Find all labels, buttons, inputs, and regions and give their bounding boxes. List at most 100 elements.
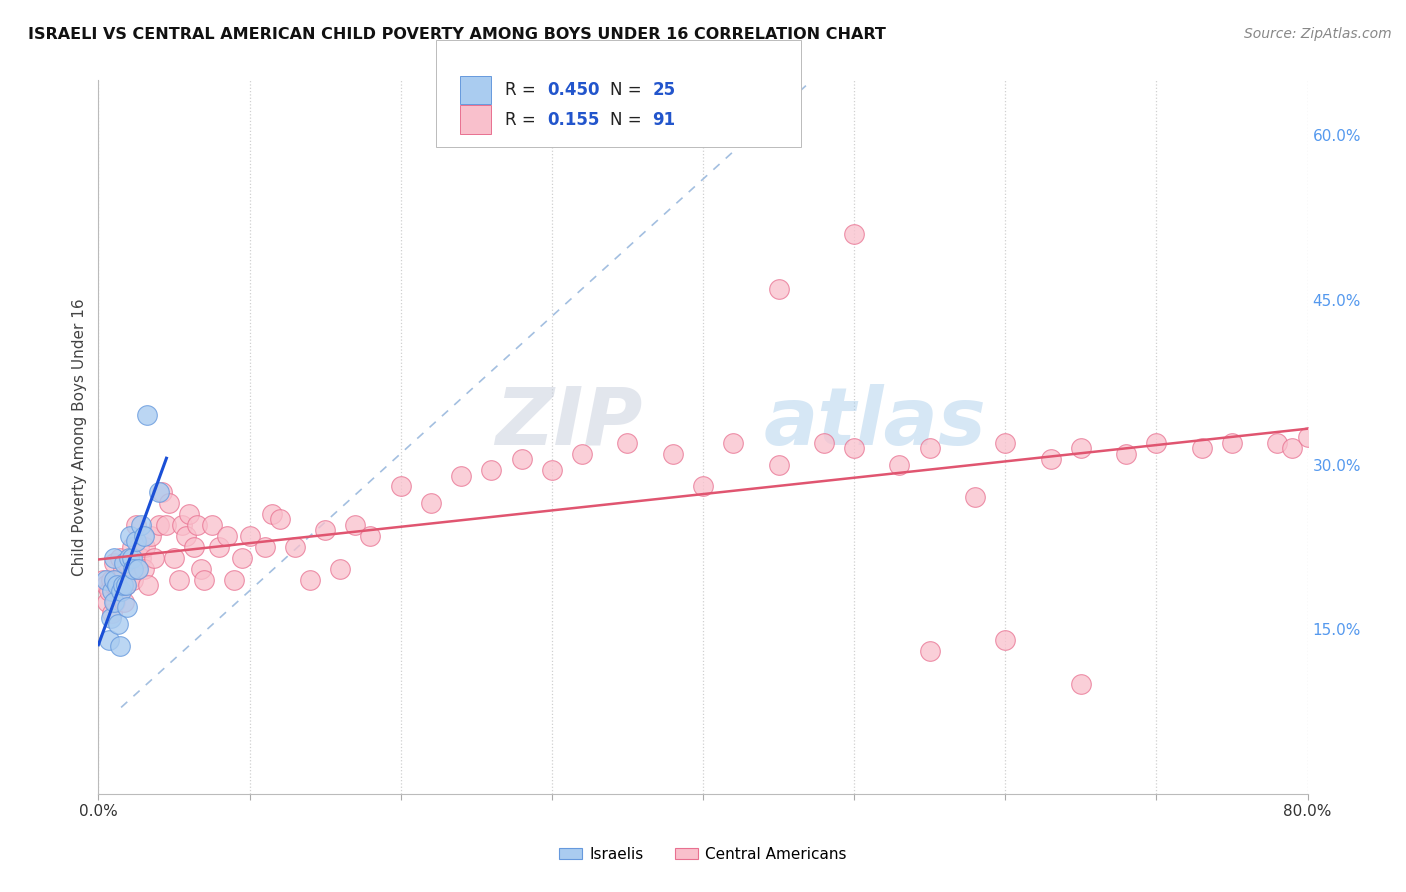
Point (103, 573, 125, 587)
Point (844, 441, 866, 455)
Point (125, 534, 148, 549)
Point (167, 573, 190, 587)
Point (768, 282, 790, 296)
Point (889, 458, 911, 472)
Point (994, 435, 1017, 450)
Point (450, 468, 472, 483)
Point (723, 435, 745, 450)
Point (420, 496, 443, 510)
Point (122, 562, 145, 576)
Point (103, 550, 125, 565)
Point (105, 573, 128, 587)
Point (692, 479, 714, 493)
Point (1070, 441, 1092, 455)
Point (193, 573, 215, 587)
Point (616, 435, 638, 450)
Point (481, 463, 503, 477)
Text: 0.450: 0.450 (547, 81, 599, 99)
Text: Source: ZipAtlas.com: Source: ZipAtlas.com (1244, 27, 1392, 41)
Point (107, 583, 129, 598)
Point (159, 496, 181, 510)
Point (215, 529, 238, 543)
Point (91, 573, 114, 587)
Point (100, 573, 122, 587)
Point (100, 611, 122, 625)
Point (112, 557, 135, 571)
Point (105, 578, 128, 592)
Point (150, 485, 173, 500)
Point (360, 529, 382, 543)
Point (1220, 435, 1243, 450)
Point (103, 557, 125, 571)
Point (918, 441, 941, 455)
Point (124, 550, 146, 565)
Y-axis label: Child Poverty Among Boys Under 16: Child Poverty Among Boys Under 16 (72, 298, 87, 576)
Point (186, 517, 208, 532)
Point (110, 573, 132, 587)
Point (134, 540, 156, 554)
Point (844, 227, 866, 241)
Point (94, 573, 117, 587)
Text: ISRAELI VS CENTRAL AMERICAN CHILD POVERTY AMONG BOYS UNDER 16 CORRELATION CHART: ISRAELI VS CENTRAL AMERICAN CHILD POVERT… (28, 27, 886, 42)
Point (314, 524, 336, 538)
Point (1115, 446, 1137, 460)
Point (141, 529, 163, 543)
Point (183, 540, 205, 554)
Point (994, 633, 1017, 648)
Point (115, 557, 138, 571)
Text: 91: 91 (652, 111, 675, 128)
Point (114, 578, 136, 592)
Point (96, 595, 118, 609)
Legend: Israelis, Central Americans: Israelis, Central Americans (553, 841, 853, 868)
Point (190, 562, 212, 576)
Point (571, 446, 593, 460)
Point (155, 517, 177, 532)
Text: N =: N = (610, 81, 647, 99)
Point (239, 529, 262, 543)
Point (127, 562, 149, 576)
Point (129, 550, 152, 565)
Point (1191, 441, 1213, 455)
Text: atlas: atlas (763, 384, 986, 462)
Point (132, 529, 155, 543)
Point (284, 540, 307, 554)
Point (103, 578, 125, 592)
Text: N =: N = (610, 111, 647, 128)
Point (253, 540, 276, 554)
Point (98, 633, 121, 648)
Point (103, 595, 125, 609)
Point (389, 479, 412, 493)
Point (101, 606, 124, 620)
Point (224, 573, 246, 587)
Text: 0.155: 0.155 (547, 111, 599, 128)
Point (163, 550, 186, 565)
Point (118, 550, 141, 565)
Point (1039, 452, 1062, 467)
Point (125, 517, 148, 532)
Point (148, 485, 170, 500)
Point (1070, 677, 1092, 691)
Point (768, 458, 790, 472)
Point (111, 578, 134, 592)
Point (208, 540, 231, 554)
Text: R =: R = (505, 111, 541, 128)
Point (262, 507, 284, 521)
Point (120, 550, 142, 565)
Point (510, 452, 533, 467)
Point (110, 583, 132, 598)
Point (118, 573, 141, 587)
Point (129, 517, 152, 532)
Point (122, 573, 145, 587)
Point (299, 573, 322, 587)
Point (148, 517, 170, 532)
Point (112, 595, 135, 609)
Point (231, 550, 253, 565)
Point (108, 550, 131, 565)
Text: ZIP: ZIP (495, 384, 643, 462)
Point (661, 446, 683, 460)
Text: 25: 25 (652, 81, 675, 99)
Point (136, 578, 159, 592)
Point (965, 491, 987, 505)
Point (127, 562, 149, 576)
Point (132, 562, 155, 576)
